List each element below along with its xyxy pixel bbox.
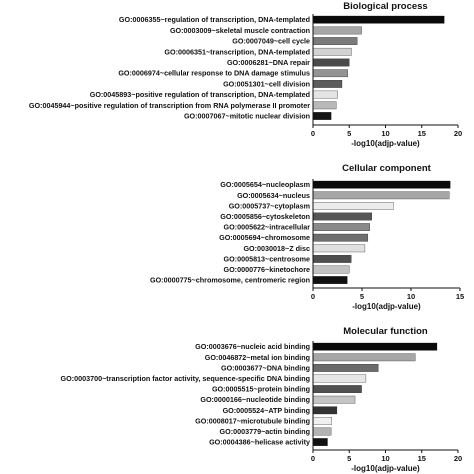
category-label: GO:0005737~cytoplasm (229, 201, 310, 210)
bar-3 (312, 364, 379, 372)
x-tick-label: 20 (454, 454, 462, 463)
bar-4 (312, 47, 352, 56)
bar-8 (312, 90, 338, 99)
x-tick-label: 15 (418, 454, 426, 463)
category-label: GO:0003700~transcription factor activity… (61, 374, 310, 383)
x-tick-label: 5 (360, 292, 364, 301)
x-tick-label: 20 (454, 129, 462, 138)
category-label: GO:0000166~nucleotide binding (200, 395, 310, 404)
category-label: GO:0005515~protein binding (212, 385, 310, 394)
category-label: GO:0006351~transcription, DNA-templated (164, 47, 310, 56)
bar-8 (312, 255, 352, 263)
bar-5 (312, 58, 350, 67)
x-tick-label: 5 (347, 454, 351, 463)
bar-1 (312, 180, 451, 189)
category-label: GO:0051301~cell division (223, 79, 310, 88)
bar-3 (312, 202, 394, 210)
bar-7 (312, 80, 343, 88)
bar-9 (312, 427, 332, 436)
bar-2 (312, 353, 416, 362)
x-axis-title: -log10(adjp-value) (351, 139, 420, 148)
x-axis-title: -log10(adjp-value) (352, 302, 421, 311)
category-label: GO:0005524~ATP binding (223, 406, 310, 415)
x-tick-label: 15 (456, 292, 464, 301)
category-label: GO:0006281~DNA repair (227, 58, 310, 67)
category-label: GO:0045944~positive regulation of transc… (29, 101, 310, 110)
category-label: GO:0005694~chromosome (219, 233, 310, 242)
category-label: GO:0005622~intracellular (224, 223, 311, 232)
bar-2 (312, 191, 450, 200)
bar-6 (312, 395, 356, 404)
bar-10 (312, 438, 328, 446)
category-label: GO:0007049~cell cycle (232, 37, 310, 46)
bar-5 (312, 223, 370, 231)
x-tick-label: 0 (311, 129, 315, 138)
category-label: GO:0005813~centrosome (224, 254, 311, 263)
category-label: GO:0003677~DNA binding (221, 363, 310, 372)
category-label: GO:0003009~skeletal muscle contraction (170, 26, 310, 35)
category-label: GO:0046872~metal ion binding (205, 353, 310, 362)
category-label: GO:0003676~nucleic acid binding (195, 342, 310, 351)
bar-5 (312, 385, 362, 393)
bar-8 (312, 417, 333, 425)
category-label: GO:0007067~mitotic nuclear division (184, 112, 310, 121)
category-label: GO:0004386~helicase activity (209, 438, 310, 447)
bar-6 (312, 69, 348, 78)
bar-4 (312, 374, 367, 383)
bar-1 (312, 342, 438, 351)
bar-10 (312, 112, 332, 120)
bar-9 (312, 265, 350, 274)
category-label: GO:0005856~cytoskeleton (220, 212, 310, 221)
x-tick-label: 15 (418, 129, 426, 138)
category-label: GO:0000776~kinetochore (224, 265, 311, 274)
x-tick-label: 0 (311, 454, 315, 463)
bar-4 (312, 212, 372, 221)
category-label: GO:0003779~actin binding (220, 427, 310, 436)
category-label: GO:0045893~positive regulation of transc… (90, 90, 310, 99)
x-axis-title: -log10(adjp-value) (351, 464, 420, 473)
x-tick-label: 10 (381, 454, 389, 463)
x-tick-label: 10 (407, 292, 415, 301)
panel-title: Biological process (343, 1, 427, 12)
bar-1 (312, 15, 445, 24)
x-tick-label: 0 (311, 292, 315, 301)
bar-3 (312, 37, 358, 45)
bar-9 (312, 101, 337, 110)
bar-7 (312, 406, 338, 415)
category-label: GO:0008017~microtubule binding (195, 416, 310, 425)
category-label: GO:0030018~Z disc (243, 244, 310, 253)
bar-2 (312, 26, 362, 35)
category-label: GO:0006355~regulation of transcription, … (119, 15, 310, 24)
x-tick-label: 10 (381, 129, 389, 138)
bar-6 (312, 233, 369, 242)
panel-title: Molecular function (343, 326, 428, 337)
panel-title: Cellular component (342, 163, 432, 174)
category-label: GO:0006974~cellular response to DNA dama… (118, 69, 310, 78)
category-label: GO:0000775~chromosome, centromeric regio… (150, 276, 310, 285)
bar-7 (312, 244, 366, 253)
category-label: GO:0005634~nucleus (237, 191, 310, 200)
category-label: GO:0005654~nucleoplasm (220, 180, 310, 189)
bar-10 (312, 276, 348, 284)
x-tick-label: 5 (347, 129, 351, 138)
